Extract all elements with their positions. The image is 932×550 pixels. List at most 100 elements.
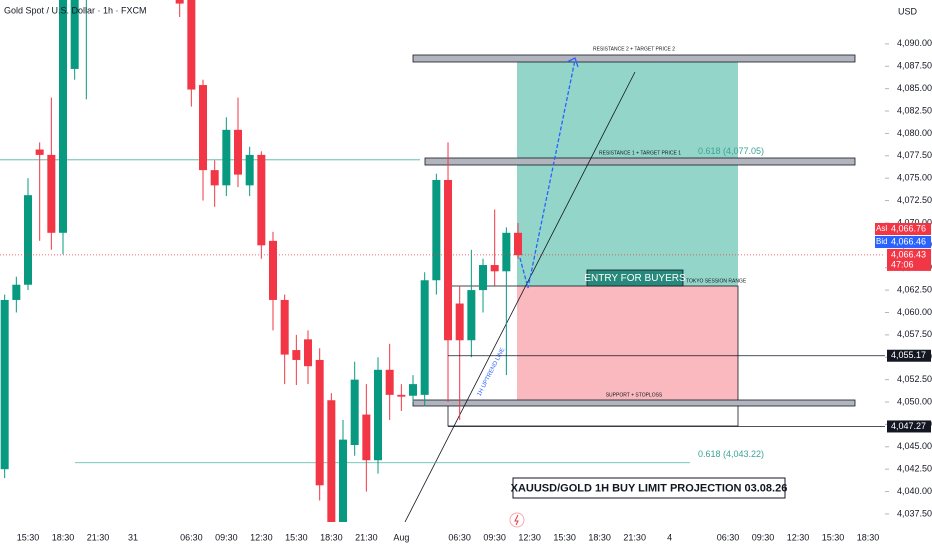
price-tag-label: 4,066.46 [891, 236, 926, 246]
price-tag-label: 4,066.43 [891, 249, 926, 259]
entry-label-box [586, 269, 684, 287]
annotation: TOKYO SESSION RANGE [686, 278, 747, 284]
candle-body [35, 149, 44, 155]
candle-body [245, 154, 254, 186]
candle-body [304, 339, 313, 367]
candle-body [175, 0, 184, 4]
y-tick-label: 4,062.50 [897, 284, 932, 294]
y-tick-label: 4,072.50 [897, 195, 932, 205]
y-tick-label: 4,037.50 [897, 508, 932, 518]
x-tick-label: 15:30 [822, 532, 845, 542]
candle-body [502, 232, 511, 272]
candle-body [70, 0, 79, 69]
y-tick-label: 4,082.50 [897, 105, 932, 115]
y-tick-label: 4,077.50 [897, 150, 932, 160]
candle-body [47, 154, 56, 233]
x-tick-label: 18:30 [320, 532, 343, 542]
candle-body [24, 195, 33, 285]
price-tag-name: Bid [876, 237, 888, 246]
price-tag [875, 236, 888, 248]
y-tick-label: 4,042.50 [897, 464, 932, 474]
y-tick-label: 4,040.00 [897, 486, 932, 496]
y-tick-label: 4,050.00 [897, 396, 932, 406]
candle-body [210, 170, 219, 186]
x-tick-label: 4 [667, 532, 672, 542]
x-tick-label: 18:30 [588, 532, 611, 542]
resistance-2-band [412, 54, 856, 63]
event-icon[interactable] [509, 512, 525, 528]
candle-body [432, 179, 441, 281]
fib-label: 0.618 (4,077.05) [698, 146, 764, 156]
candle-body [397, 394, 406, 397]
candle-body [234, 129, 243, 175]
candle-body [467, 290, 476, 341]
price-tag [887, 236, 931, 248]
x-tick-label: 15:30 [553, 532, 576, 542]
annotation: XAUUSD/GOLD 1H BUY LIMIT PROJECTION 03.0… [511, 482, 788, 494]
x-tick-label: 09:30 [483, 532, 506, 542]
currency: USD [898, 6, 918, 16]
y-tick-label: 4,085.00 [897, 83, 932, 93]
price-tag [887, 420, 931, 433]
candle-body [385, 369, 394, 395]
trend-line [404, 71, 636, 522]
y-tick-label: 4,075.00 [897, 173, 932, 183]
candle-body [479, 265, 488, 291]
event-bolt [514, 514, 519, 526]
candle-body [409, 384, 418, 396]
y-tick-label: 4,060.00 [897, 307, 932, 317]
price-tag-label: 4,055.17 [891, 350, 926, 360]
x-tick-label: 06:30 [180, 532, 203, 542]
candle-body [0, 299, 9, 470]
stop-zone [517, 286, 738, 403]
price-tag-label: 4,066.76 [891, 223, 926, 233]
annotation: RESISTANCE 1 + TARGET PRICE 1 [599, 150, 681, 156]
countdown: 47:06 [891, 259, 914, 269]
x-tick-label: 06:30 [717, 532, 740, 542]
y-tick-label: 4,057.50 [897, 329, 932, 339]
x-tick-label: 12:30 [518, 532, 541, 542]
y-tick-label: 4,070.00 [897, 217, 932, 227]
candle-body [327, 400, 336, 522]
price-tag [887, 223, 931, 235]
y-tick-label: 4,090.00 [897, 38, 932, 48]
x-tick-label: 09:30 [752, 532, 775, 542]
target-zone [517, 60, 738, 286]
candle-body [59, 0, 68, 233]
candle-body [444, 179, 453, 341]
price-tag-label: 4,047.27 [891, 421, 926, 431]
candle-body [490, 265, 499, 272]
candle-body [420, 280, 429, 395]
y-tick-label: 4,045.00 [897, 441, 932, 451]
x-tick-label: 12:30 [787, 532, 810, 542]
x-tick-label: 09:30 [215, 532, 238, 542]
fib-label: 0.618 (4,043.22) [698, 449, 764, 459]
candle-body [199, 85, 208, 171]
candle-body [362, 414, 371, 461]
projection-box [512, 477, 786, 499]
arrow-head [566, 57, 579, 68]
price-tag-name: Ask [876, 224, 890, 233]
candle-body [514, 232, 523, 256]
support-band [412, 399, 856, 407]
price-tag [875, 223, 888, 235]
x-tick-label: 21:30 [87, 532, 110, 542]
x-tick-label: Aug [393, 532, 409, 542]
x-tick-label: 06:30 [448, 532, 471, 542]
candle-body [187, 0, 196, 90]
candle-body [374, 369, 383, 461]
y-tick-label: 4,087.50 [897, 61, 932, 71]
annotation: SUPPORT + STOPLOSS [606, 392, 663, 398]
projection-arrow [519, 59, 576, 289]
price-tag [887, 248, 931, 271]
candle-body [292, 350, 301, 360]
x-tick-label: 12:30 [250, 532, 273, 542]
resistance-1-band [424, 157, 856, 166]
x-tick-label: 21:30 [623, 532, 646, 542]
y-tick-label: 4,080.00 [897, 128, 932, 138]
x-tick-label: 21:30 [355, 532, 378, 542]
annotation: RESISTANCE 2 + TARGET PRICE 2 [593, 46, 675, 52]
x-tick-label: 15:30 [285, 532, 308, 542]
y-tick-label: 4,052.50 [897, 374, 932, 384]
